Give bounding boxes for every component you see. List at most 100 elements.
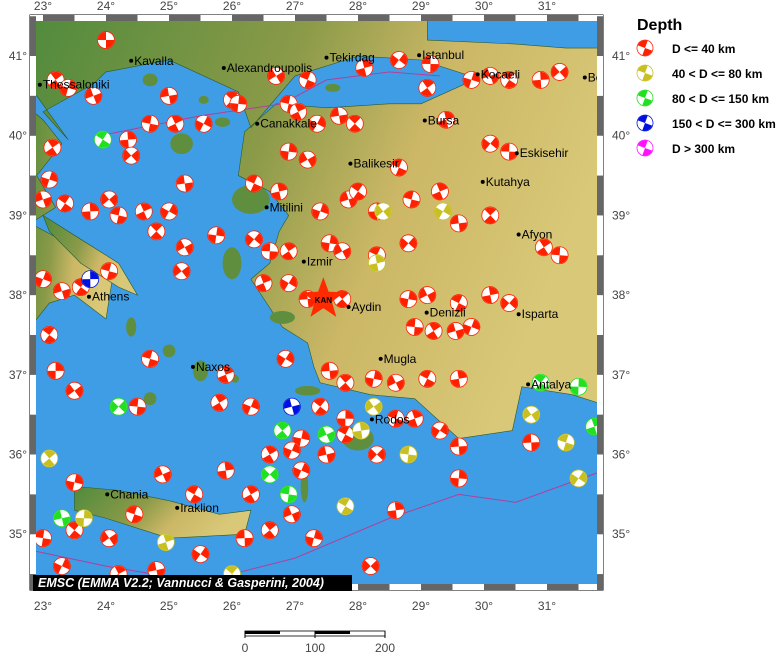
event-beachball[interactable]	[216, 461, 235, 480]
event-beachball[interactable]	[33, 528, 52, 548]
event-beachball[interactable]	[399, 289, 419, 309]
event-beachball[interactable]	[333, 371, 357, 395]
map-area[interactable]: Thessaloniki Kavalla Alexandroupolis Tekird…	[24, 8, 612, 590]
event-beachball[interactable]	[140, 348, 161, 369]
event-beachball[interactable]	[189, 542, 213, 566]
event-beachball[interactable]	[367, 253, 387, 273]
event-beachball[interactable]	[422, 319, 445, 342]
event-beachball[interactable]	[277, 271, 300, 294]
event-beachball[interactable]	[334, 423, 357, 446]
event-beachball[interactable]	[396, 231, 420, 255]
event-beachball[interactable]	[53, 192, 77, 216]
event-beachball[interactable]	[569, 377, 588, 396]
event-beachball[interactable]	[478, 203, 502, 227]
event-beachball[interactable]	[445, 320, 466, 341]
event-beachball[interactable]	[258, 518, 282, 542]
event-beachball[interactable]	[567, 467, 591, 491]
event-beachball[interactable]	[351, 421, 371, 440]
event-beachball[interactable]	[297, 69, 319, 91]
event-beachball[interactable]	[81, 202, 100, 221]
event-beachball[interactable]	[480, 285, 500, 305]
event-beachball[interactable]	[64, 472, 84, 492]
event-beachball[interactable]	[277, 239, 301, 263]
event-beachball[interactable]	[41, 136, 65, 160]
event-beachball[interactable]	[416, 367, 439, 390]
event-beachball[interactable]	[421, 55, 440, 73]
event-beachball[interactable]	[192, 112, 215, 135]
event-beachball[interactable]	[108, 205, 128, 225]
event-beachball[interactable]	[500, 142, 519, 161]
event-beachball[interactable]	[207, 226, 226, 245]
event-beachball[interactable]	[240, 396, 262, 418]
event-beachball[interactable]	[157, 200, 180, 223]
event-beachball[interactable]	[229, 94, 248, 113]
event-beachball[interactable]	[279, 142, 298, 161]
event-beachball[interactable]	[107, 395, 131, 419]
event-beachball[interactable]	[460, 316, 482, 338]
event-beachball[interactable]	[287, 100, 310, 123]
event-beachball[interactable]	[235, 529, 254, 548]
event-beachball[interactable]	[119, 130, 137, 149]
event-beachball[interactable]	[258, 462, 282, 486]
event-beachball[interactable]	[296, 148, 319, 171]
event-beachball[interactable]	[529, 371, 553, 395]
event-beachball[interactable]	[550, 246, 569, 265]
event-beachball[interactable]	[336, 409, 355, 428]
event-beachball[interactable]	[46, 361, 65, 380]
event-beachball[interactable]	[151, 463, 173, 485]
event-beachball[interactable]	[449, 437, 468, 456]
event-beachball[interactable]	[63, 379, 87, 403]
event-beachball[interactable]	[159, 86, 179, 106]
event-beachball[interactable]	[97, 187, 121, 211]
event-beachball[interactable]	[447, 292, 470, 315]
event-beachball[interactable]	[306, 112, 329, 135]
event-beachball[interactable]	[449, 214, 468, 233]
event-beachball[interactable]	[346, 180, 370, 204]
event-beachball[interactable]	[91, 128, 114, 151]
event-beachball[interactable]	[461, 69, 482, 90]
event-beachball[interactable]	[164, 112, 187, 135]
event-beachball[interactable]	[242, 227, 266, 251]
event-beachball[interactable]	[63, 518, 87, 542]
event-beachball[interactable]	[270, 419, 294, 443]
event-beachball[interactable]	[308, 395, 332, 419]
event-beachball[interactable]	[260, 242, 279, 261]
event-beachball[interactable]	[385, 408, 406, 429]
event-beachball[interactable]	[215, 364, 237, 386]
event-beachball[interactable]	[522, 433, 541, 452]
event-beachball[interactable]	[386, 501, 405, 520]
event-beachball[interactable]	[315, 423, 338, 446]
station-marker[interactable]: KAN	[302, 277, 345, 317]
event-beachball[interactable]	[338, 189, 359, 210]
event-beachball[interactable]	[429, 180, 451, 202]
event-beachball[interactable]	[239, 483, 262, 506]
event-beachball[interactable]	[320, 234, 339, 253]
event-beachball[interactable]	[388, 156, 410, 178]
event-beachball[interactable]	[119, 144, 143, 168]
event-beachball[interactable]	[428, 419, 452, 443]
event-beachball[interactable]	[478, 132, 502, 156]
event-beachball[interactable]	[497, 291, 521, 315]
event-beachball[interactable]	[243, 172, 265, 194]
event-beachball[interactable]	[519, 403, 543, 427]
event-beachball[interactable]	[359, 554, 383, 578]
event-beachball[interactable]	[175, 174, 194, 193]
event-beachball[interactable]	[304, 528, 325, 549]
event-beachball[interactable]	[384, 371, 407, 394]
event-beachball[interactable]	[170, 259, 194, 283]
event-beachball[interactable]	[146, 560, 166, 580]
event-beachball[interactable]	[497, 68, 521, 92]
event-beachball[interactable]	[37, 447, 61, 471]
event-beachball[interactable]	[362, 395, 386, 419]
event-beachball[interactable]	[309, 201, 331, 223]
event-beachball[interactable]	[415, 76, 439, 100]
event-beachball[interactable]	[405, 318, 424, 336]
event-beachball[interactable]	[58, 77, 79, 98]
event-beachball[interactable]	[281, 439, 303, 461]
event-beachball[interactable]	[281, 503, 303, 525]
event-beachball[interactable]	[401, 189, 422, 210]
event-beachball[interactable]	[264, 64, 287, 87]
event-beachball[interactable]	[365, 442, 389, 466]
event-beachball[interactable]	[51, 281, 72, 302]
event-beachball[interactable]	[269, 181, 289, 201]
